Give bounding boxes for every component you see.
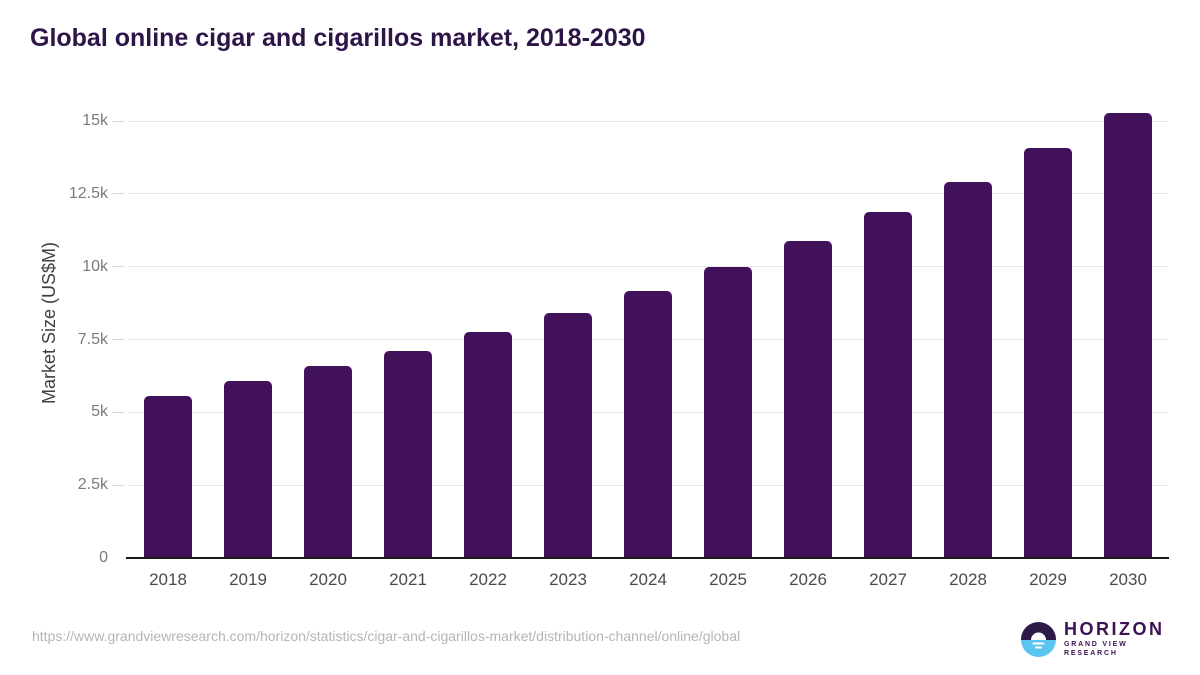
x-tick-label: 2022 [469, 570, 507, 589]
y-tick-label: 10k [82, 257, 108, 275]
gridline [128, 120, 1168, 122]
bar-2023 [544, 313, 592, 558]
y-tickmark [112, 193, 124, 195]
bar-2024 [624, 291, 672, 558]
bar-2029 [1024, 148, 1072, 558]
bar-2027 [864, 212, 912, 558]
bar-2021 [384, 351, 432, 558]
bar-2030 [1104, 113, 1152, 558]
logo-text: HORIZON GRAND VIEW RESEARCH [1064, 620, 1181, 658]
y-tick-label: 7.5k [77, 330, 108, 348]
x-tick-label: 2026 [789, 570, 827, 589]
x-tick-label: 2024 [629, 570, 667, 589]
x-tick-label: 2020 [309, 570, 347, 589]
logo-brand: HORIZON [1064, 619, 1165, 639]
bar-2018 [144, 396, 192, 558]
chart-title: Global online cigar and cigarillos marke… [30, 24, 646, 52]
x-tick-label: 2019 [229, 570, 267, 589]
x-tick-label: 2025 [709, 570, 747, 589]
y-tickmark [112, 339, 124, 340]
x-axis-line [126, 557, 1169, 559]
bar-2025 [704, 267, 752, 558]
y-tick-label: 0 [99, 549, 108, 566]
x-tick-label: 2021 [389, 570, 427, 589]
y-tickmark [112, 484, 124, 486]
x-tick-label: 2023 [549, 570, 587, 589]
source-url: https://www.grandviewresearch.com/horizo… [32, 628, 741, 644]
y-tick-label: 15k [82, 112, 108, 129]
logo-subbrand: GRAND VIEW RESEARCH [1064, 641, 1128, 657]
horizon-logo: HORIZON GRAND VIEW RESEARCH [1021, 620, 1181, 658]
y-tickmark [112, 120, 124, 122]
y-tick-label: 2.5k [77, 476, 108, 494]
x-tick-label: 2029 [1029, 570, 1067, 589]
y-tick-label: 12.5k [68, 184, 108, 202]
y-tick-label: 5k [91, 403, 108, 421]
bar-2019 [224, 381, 272, 558]
gridline [128, 193, 1168, 195]
x-tick-label: 2030 [1109, 570, 1147, 589]
gridline [128, 266, 1168, 268]
horizon-sunrise-icon [1021, 621, 1056, 657]
x-tick-label: 2028 [949, 570, 987, 589]
bar-2020 [304, 366, 352, 558]
x-tick-label: 2027 [869, 570, 907, 589]
bar-2026 [784, 241, 832, 558]
y-tickmark [112, 411, 124, 413]
y-tickmark [112, 266, 124, 268]
x-tick-label: 2018 [149, 570, 187, 589]
bar-2022 [464, 332, 512, 558]
bar-2028 [944, 182, 992, 558]
